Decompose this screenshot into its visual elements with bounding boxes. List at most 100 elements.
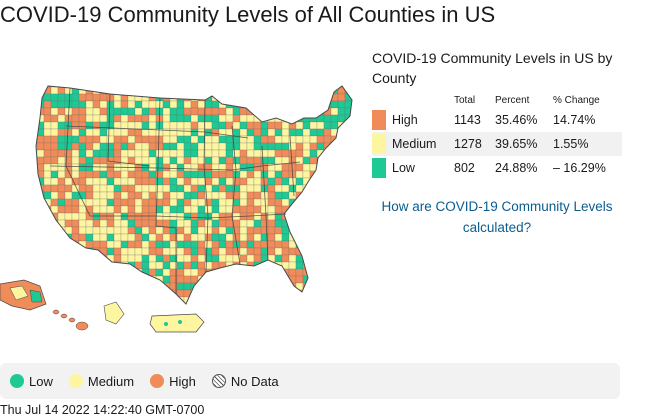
county-cell[interactable]: [85, 261, 94, 270]
county-cell[interactable]: [197, 212, 206, 221]
county-cell[interactable]: [155, 170, 164, 179]
county-cell[interactable]: [267, 80, 276, 88]
county-cell[interactable]: [330, 184, 339, 193]
county-cell[interactable]: [225, 254, 234, 263]
county-cell[interactable]: [218, 80, 227, 88]
county-cell[interactable]: [288, 93, 297, 102]
county-cell[interactable]: [288, 107, 297, 116]
county-cell[interactable]: [30, 107, 38, 116]
county-cell[interactable]: [239, 170, 248, 179]
county-cell[interactable]: [120, 212, 129, 221]
county-cell[interactable]: [267, 247, 276, 256]
county-cell[interactable]: [309, 135, 318, 144]
county-cell[interactable]: [197, 254, 206, 263]
county-cell[interactable]: [113, 107, 122, 116]
county-cell[interactable]: [120, 247, 129, 256]
county-cell[interactable]: [267, 135, 276, 144]
county-cell[interactable]: [351, 128, 359, 137]
county-cell[interactable]: [302, 198, 311, 207]
county-cell[interactable]: [106, 191, 115, 200]
legend-high[interactable]: High: [150, 374, 196, 389]
county-cell[interactable]: [260, 268, 269, 277]
county-cell[interactable]: [57, 100, 66, 109]
county-cell[interactable]: [169, 80, 178, 88]
county-cell[interactable]: [211, 142, 220, 151]
county-cell[interactable]: [295, 177, 304, 186]
county-cell[interactable]: [232, 205, 241, 214]
county-cell[interactable]: [127, 219, 136, 228]
county-cell[interactable]: [71, 205, 80, 214]
county-cell[interactable]: [148, 114, 157, 123]
county-cell[interactable]: [218, 191, 227, 200]
county-cell[interactable]: [169, 128, 178, 137]
county-cell[interactable]: [323, 114, 332, 123]
county-cell[interactable]: [141, 128, 150, 137]
county-cell[interactable]: [288, 191, 297, 200]
county-cell[interactable]: [253, 100, 262, 109]
county-cell[interactable]: [127, 191, 136, 200]
county-cell[interactable]: [253, 170, 262, 179]
county-cell[interactable]: [239, 156, 248, 165]
county-cell[interactable]: [211, 289, 220, 298]
county-cell[interactable]: [120, 184, 129, 193]
county-cell[interactable]: [71, 107, 80, 116]
county-cell[interactable]: [134, 170, 143, 179]
county-cell[interactable]: [169, 135, 178, 144]
county-cell[interactable]: [267, 212, 276, 221]
county-cell[interactable]: [141, 219, 150, 228]
county-cell[interactable]: [57, 156, 66, 165]
county-cell[interactable]: [197, 219, 206, 228]
county-cell[interactable]: [141, 114, 150, 123]
county-cell[interactable]: [106, 198, 115, 207]
county-cell[interactable]: [351, 114, 359, 123]
county-cell[interactable]: [246, 191, 255, 200]
county-cell[interactable]: [113, 240, 122, 249]
county-cell[interactable]: [197, 100, 206, 109]
county-cell[interactable]: [190, 177, 199, 186]
county-cell[interactable]: [169, 177, 178, 186]
county-cell[interactable]: [246, 100, 255, 109]
county-cell[interactable]: [330, 100, 339, 109]
county-cell[interactable]: [50, 128, 59, 137]
county-cell[interactable]: [309, 296, 318, 304]
county-cell[interactable]: [316, 303, 325, 311]
county-cell[interactable]: [204, 142, 213, 151]
county-cell[interactable]: [351, 205, 359, 214]
county-cell[interactable]: [260, 247, 269, 256]
county-cell[interactable]: [288, 219, 297, 228]
county-cell[interactable]: [127, 156, 136, 165]
county-cell[interactable]: [85, 268, 94, 277]
county-cell[interactable]: [239, 233, 248, 242]
county-cell[interactable]: [295, 107, 304, 116]
county-cell[interactable]: [323, 177, 332, 186]
county-cell[interactable]: [50, 191, 59, 200]
county-cell[interactable]: [78, 268, 87, 277]
county-cell[interactable]: [113, 254, 122, 263]
county-cell[interactable]: [162, 170, 171, 179]
county-cell[interactable]: [169, 100, 178, 109]
county-cell[interactable]: [323, 93, 332, 102]
county-cell[interactable]: [50, 121, 59, 130]
county-cell[interactable]: [232, 233, 241, 242]
county-cell[interactable]: [267, 121, 276, 130]
county-cell[interactable]: [302, 205, 311, 214]
county-cell[interactable]: [99, 149, 108, 158]
county-cell[interactable]: [330, 240, 339, 249]
county-cell[interactable]: [113, 149, 122, 158]
county-cell[interactable]: [253, 296, 262, 304]
county-cell[interactable]: [99, 282, 108, 291]
county-cell[interactable]: [351, 177, 359, 186]
county-cell[interactable]: [176, 121, 185, 130]
county-cell[interactable]: [218, 289, 227, 298]
county-cell[interactable]: [316, 135, 325, 144]
county-cell[interactable]: [211, 184, 220, 193]
county-cell[interactable]: [36, 86, 45, 95]
county-cell[interactable]: [71, 128, 80, 137]
county-cell[interactable]: [64, 100, 73, 109]
county-cell[interactable]: [30, 163, 38, 172]
county-cell[interactable]: [176, 205, 185, 214]
county-cell[interactable]: [253, 86, 262, 95]
county-cell[interactable]: [253, 240, 262, 249]
county-cell[interactable]: [218, 93, 227, 102]
county-cell[interactable]: [134, 198, 143, 207]
